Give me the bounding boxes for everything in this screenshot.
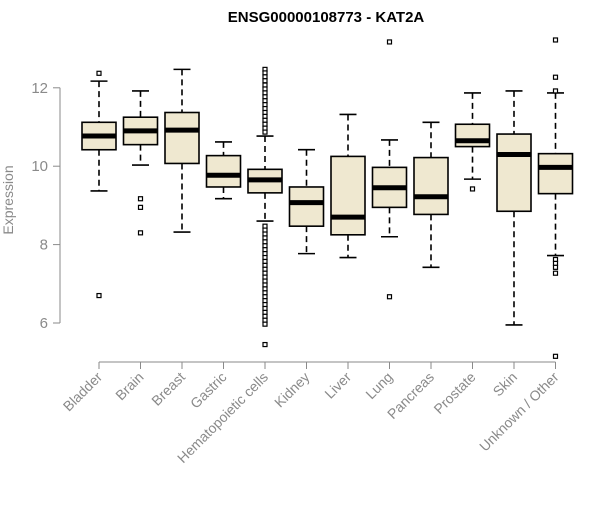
outlier-point [262, 78, 268, 84]
x-tick-label: Liver [321, 369, 354, 402]
x-tick-label: Prostate [430, 369, 478, 417]
box-iqr [537, 152, 574, 195]
outlier-point [137, 196, 144, 202]
outlier-point [96, 70, 102, 76]
box-iqr [413, 156, 449, 216]
box-group [81, 70, 117, 299]
box-iqr [288, 186, 325, 227]
box-group [496, 90, 532, 326]
outlier-point [552, 37, 559, 43]
outlier-point [262, 341, 268, 348]
outlier-point [96, 292, 102, 299]
box-group [454, 92, 491, 192]
box-iqr [330, 155, 366, 236]
box-iqr [454, 123, 491, 148]
box-group [288, 148, 325, 255]
outlier-point [552, 74, 559, 80]
chart-title: ENSG00000108773 - KAT2A [228, 9, 425, 26]
y-axis: 6 8 10 12 [31, 80, 61, 332]
outlier-point [137, 204, 144, 210]
box-group [164, 68, 200, 233]
outlier-point [137, 230, 144, 236]
y-tick-label: 6 [40, 315, 48, 332]
box-series [81, 37, 574, 359]
box-iqr [496, 133, 532, 213]
outlier-point [552, 88, 559, 94]
box-group [122, 90, 159, 236]
box-group [330, 113, 366, 259]
box-group [371, 39, 408, 300]
x-tick-label: Breast [148, 369, 188, 409]
box-group [205, 141, 242, 200]
box-iqr [164, 111, 200, 165]
x-tick-label: Unknown / Other [476, 369, 562, 455]
box-group [537, 37, 574, 359]
x-tick-label: Skin [490, 369, 521, 400]
outlier-point [552, 270, 559, 276]
outlier-point [386, 39, 393, 45]
x-tick-label: Kidney [271, 369, 313, 411]
x-tick-label: Brain [112, 369, 146, 403]
box-group [247, 66, 283, 348]
outlier-point [552, 353, 559, 359]
box-group [413, 121, 449, 269]
box-iqr [205, 154, 242, 188]
y-axis-label: Expression [0, 165, 16, 234]
outlier-point [262, 321, 268, 327]
y-tick-label: 12 [31, 80, 48, 97]
outlier-point [262, 129, 268, 135]
x-tick-label: Lung [362, 369, 395, 402]
outlier-point [469, 186, 476, 192]
outlier-point [552, 264, 559, 270]
outlier-point [386, 294, 393, 300]
y-tick-label: 10 [31, 158, 48, 175]
x-tick-label: Bladder [60, 369, 106, 415]
y-tick-label: 8 [40, 237, 48, 254]
